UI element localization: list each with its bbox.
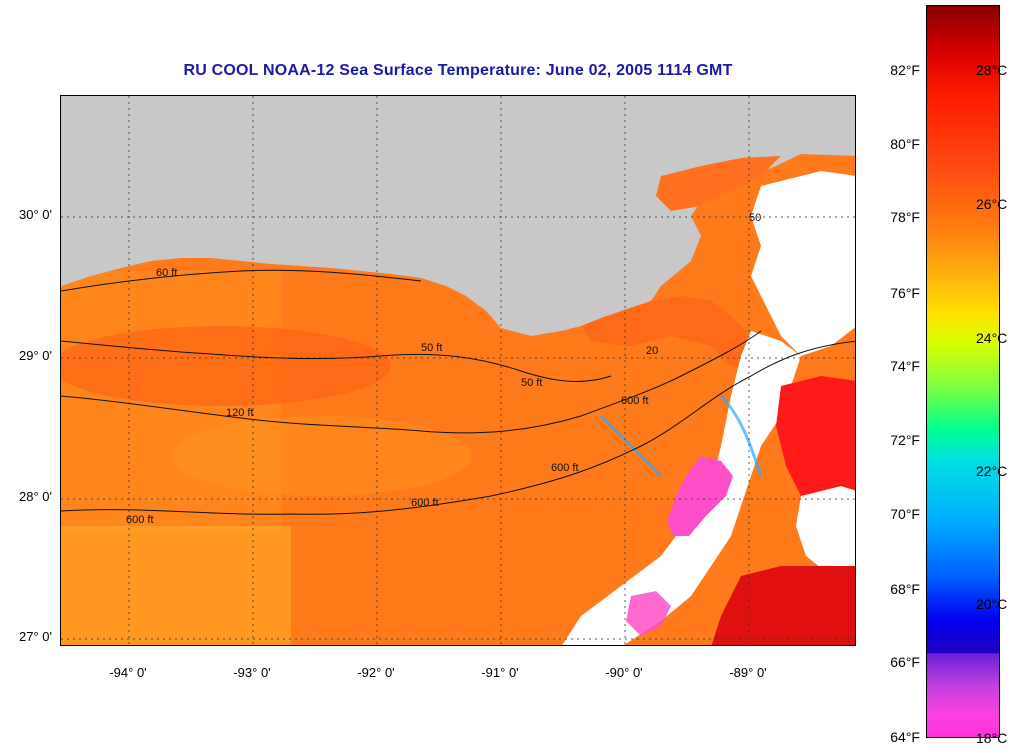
cloud-far-east xyxy=(796,486,855,576)
lat-label-28: 28° 0' xyxy=(19,489,52,504)
colorbar xyxy=(926,5,1000,738)
lon-label-94: -94° 0' xyxy=(109,665,147,680)
lat-label-27: 27° 0' xyxy=(19,629,52,644)
colorbar-c-label: 28°C xyxy=(976,62,1008,78)
graticule xyxy=(61,96,855,645)
ocean-cooler-sw xyxy=(61,526,291,645)
colorbar-f-label: 82°F xyxy=(890,62,920,78)
hot-southeast-low xyxy=(711,566,855,645)
sst-map-canvas: 60 ft 50 ft 120 ft 600 ft 600 ft 600 ft … xyxy=(61,96,855,645)
colorbar-f-label: 74°F xyxy=(890,358,920,374)
lon-label-93: -93° 0' xyxy=(233,665,271,680)
colorbar-c-label: 22°C xyxy=(976,463,1008,479)
contour-label: 600 ft xyxy=(126,514,154,526)
contour-label: 50 ft xyxy=(421,342,442,354)
contour-label: 600 ft xyxy=(411,497,439,509)
colorbar-f-label: 70°F xyxy=(890,506,920,522)
delta-region xyxy=(581,296,761,371)
colorbar-f-label: 68°F xyxy=(890,581,920,597)
contour-label: 120 ft xyxy=(226,407,254,419)
colorbar-f-label: 80°F xyxy=(890,136,920,152)
colorbar-f-label: 72°F xyxy=(890,432,920,448)
lon-label-89: -89° 0' xyxy=(729,665,767,680)
sst-map: 60 ft 50 ft 120 ft 600 ft 600 ft 600 ft … xyxy=(60,95,856,646)
colorbar-c-label: 18°C xyxy=(976,730,1008,746)
lat-label-30: 30° 0' xyxy=(19,207,52,222)
bay-water xyxy=(656,156,781,211)
contour-label: 50 ft xyxy=(521,377,542,389)
colorbar-f-label: 78°F xyxy=(890,209,920,225)
contour-label: 60 ft xyxy=(156,267,177,279)
map-title: RU COOL NOAA-12 Sea Surface Temperature:… xyxy=(183,62,733,79)
ocean-mid-band xyxy=(171,416,471,496)
cool-streaks xyxy=(599,394,763,478)
depth-contours xyxy=(61,269,855,515)
contour-label: 20 xyxy=(646,345,658,357)
hot-southeast xyxy=(776,376,855,496)
lat-label-29: 29° 0' xyxy=(19,348,52,363)
colorbar-f-label: 64°F xyxy=(890,729,920,745)
contour-label: 600 ft xyxy=(551,462,579,474)
cold-anomaly-south xyxy=(626,591,671,636)
cloud-southeast xyxy=(562,331,801,645)
cold-anomaly xyxy=(667,456,733,536)
colorbar-f-label: 76°F xyxy=(890,285,920,301)
land-mass xyxy=(61,96,855,336)
colorbar-c-label: 26°C xyxy=(976,196,1008,212)
lon-label-90: -90° 0' xyxy=(605,665,643,680)
contour-labels: 60 ft 50 ft 120 ft 600 ft 600 ft 600 ft … xyxy=(126,212,761,526)
contour-label: 50 xyxy=(749,212,761,224)
colorbar-f-label: 66°F xyxy=(890,654,920,670)
colorbar-c-label: 20°C xyxy=(976,596,1008,612)
ocean-hot-band xyxy=(61,326,391,406)
colorbar-c-label: 24°C xyxy=(976,330,1008,346)
contour-label: 600 ft xyxy=(621,395,649,407)
lon-label-91: -91° 0' xyxy=(481,665,519,680)
lon-label-92: -92° 0' xyxy=(357,665,395,680)
